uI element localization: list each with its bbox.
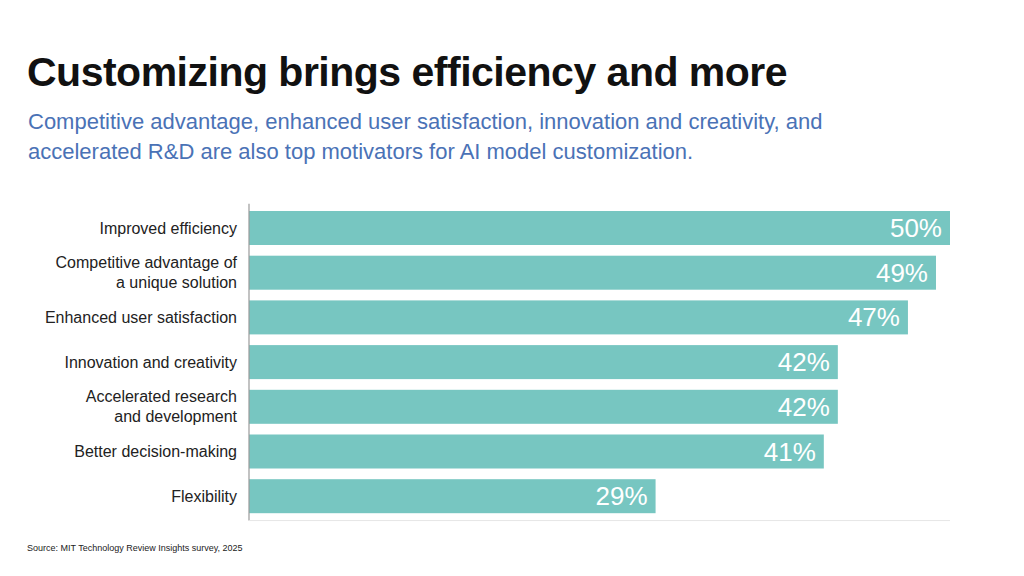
category-label: Flexibility [171, 488, 237, 505]
category-label: Competitive advantage of a unique solutio… [56, 254, 238, 291]
bar [249, 256, 936, 290]
text-line: accelerated R&D are also top motivators … [28, 139, 693, 164]
bar [249, 345, 838, 379]
bar [249, 435, 824, 469]
data-label: 47% [848, 302, 900, 332]
text-line: Competitive advantage of [56, 254, 238, 271]
bar [249, 300, 908, 334]
title: Customizing brings efficiency and more [27, 49, 787, 95]
bar [249, 211, 950, 245]
subtitle: Competitive advantage, enhanced user sat… [28, 109, 823, 164]
category-label: Better decision-making [74, 443, 237, 460]
text-line: Better decision-making [74, 443, 237, 460]
bar [249, 479, 656, 513]
data-label: 29% [596, 481, 648, 511]
text-line: Enhanced user satisfaction [45, 309, 237, 326]
axis-line [248, 204, 249, 521]
chart: Customizing brings efficiency and more Co… [0, 0, 1024, 576]
source: Source: MIT Technology Review Insights s… [27, 543, 243, 553]
text-line: Flexibility [171, 488, 237, 505]
category-label: Improved efficiency [99, 220, 237, 237]
text-line: Improved efficiency [99, 220, 237, 237]
text-line: Accelerated research [86, 388, 237, 405]
text-line: Competitive advantage, enhanced user sat… [28, 109, 823, 134]
data-label: 42% [778, 392, 830, 422]
text-line: and development [114, 408, 237, 425]
category-label: Innovation and creativity [64, 354, 237, 371]
bars [249, 211, 950, 513]
value-range-line [249, 520, 950, 521]
data-label: 49% [876, 258, 928, 288]
data-label: 42% [778, 347, 830, 377]
text-line: Innovation and creativity [64, 354, 237, 371]
text-line: a unique solution [116, 274, 237, 291]
data-label: 41% [764, 437, 816, 467]
category-label: Enhanced user satisfaction [45, 309, 237, 326]
bar [249, 390, 838, 424]
data-label: 50% [890, 213, 942, 243]
category-label: Accelerated research and development [86, 388, 238, 425]
